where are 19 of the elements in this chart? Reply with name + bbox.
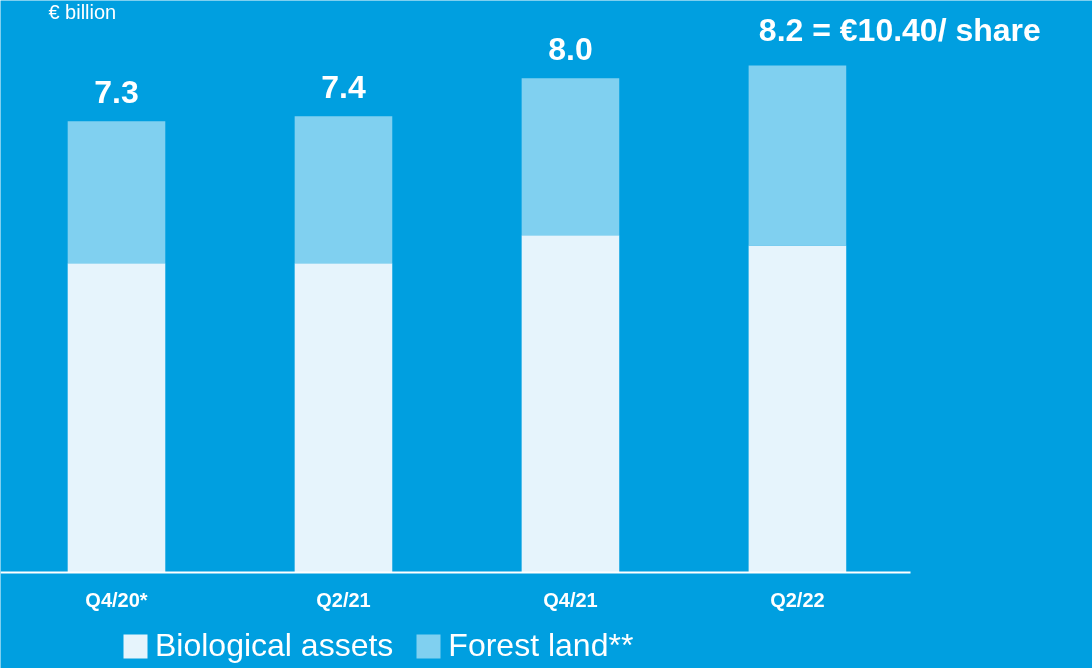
annotation: 8.0 xyxy=(548,31,593,68)
annotation: 7.3 xyxy=(94,74,139,111)
bar xyxy=(67,263,166,573)
annotation: 8.2 = €10.40/ share xyxy=(758,11,1041,48)
x-tick-label: Q2/22 xyxy=(770,588,825,611)
bar xyxy=(294,263,393,573)
y-axis-title: € billion xyxy=(48,0,117,23)
annotation: 7.4 xyxy=(321,69,366,106)
x-tick-label: Q4/21 xyxy=(543,588,598,611)
bar xyxy=(294,116,393,264)
bar xyxy=(748,65,847,246)
bar xyxy=(67,121,166,264)
x-tick-label: Q4/20* xyxy=(85,588,148,611)
bar xyxy=(748,245,847,573)
bar xyxy=(521,78,620,236)
bar xyxy=(521,235,620,573)
legend-label: Forest land** xyxy=(448,627,634,664)
legend-label: Biological assets xyxy=(155,627,394,664)
x-tick-label: Q2/21 xyxy=(316,588,371,611)
